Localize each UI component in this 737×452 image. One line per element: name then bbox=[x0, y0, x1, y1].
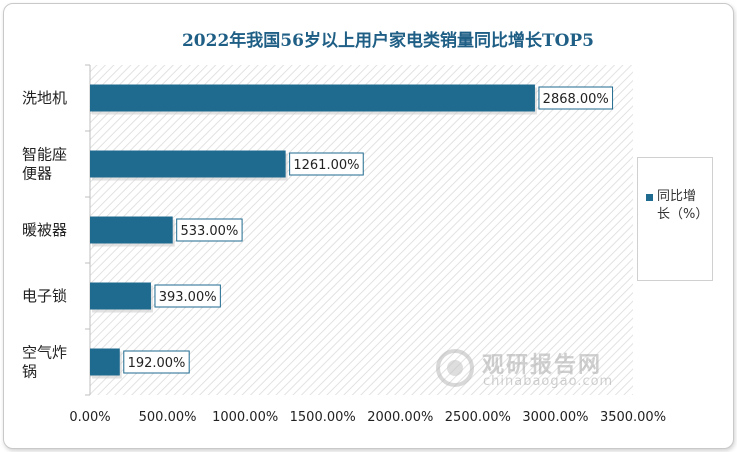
x-tick-label: 3500.00% bbox=[600, 410, 666, 425]
category-label: 智能座 bbox=[22, 146, 67, 164]
x-tick-label: 1000.00% bbox=[212, 410, 278, 425]
data-label: 533.00% bbox=[180, 224, 238, 239]
x-tick-label: 2000.00% bbox=[367, 410, 433, 425]
data-label-box bbox=[123, 350, 190, 374]
data-label-box bbox=[538, 86, 614, 110]
x-tick-label: 3000.00% bbox=[522, 410, 588, 425]
x-tick-label: 2500.00% bbox=[445, 410, 511, 425]
data-label-box bbox=[289, 152, 364, 176]
category-label: 暖被器 bbox=[22, 221, 67, 239]
x-tick-label: 500.00% bbox=[139, 410, 197, 425]
bars bbox=[90, 84, 537, 379]
chart-title: 2022年我国56岁以上用户家电类销量同比增长TOP5 bbox=[182, 30, 594, 51]
data-label-box bbox=[154, 284, 221, 308]
category-label: 空气炸 bbox=[22, 344, 67, 362]
watermark-url: chinabaogao.com bbox=[483, 374, 614, 389]
watermark-title: 观研报告网 bbox=[482, 353, 603, 378]
watermark-logo-icon bbox=[436, 349, 474, 387]
legend-label: 同比增长（%） bbox=[657, 189, 709, 222]
legend: 同比增长（%） bbox=[637, 157, 713, 281]
bar bbox=[90, 150, 286, 178]
data-label: 1261.00% bbox=[293, 158, 359, 173]
data-label-box bbox=[176, 218, 243, 242]
bar bbox=[90, 84, 535, 112]
bar bbox=[90, 282, 151, 310]
category-label: 电子锁 bbox=[22, 287, 67, 305]
bar bbox=[90, 216, 173, 244]
legend-swatch bbox=[646, 194, 653, 201]
axes bbox=[85, 64, 91, 396]
bar bbox=[90, 348, 120, 376]
x-tick-labels: 0.00% 500.00% 1000.00% 1500.00% 2000.00% 2500… bbox=[69, 410, 666, 425]
x-tick-label: 0.00% bbox=[69, 410, 110, 425]
category-label: 洗地机 bbox=[22, 89, 67, 107]
data-label: 393.00% bbox=[159, 290, 217, 305]
category-label: 锅 bbox=[22, 363, 37, 381]
data-label: 2868.00% bbox=[543, 92, 609, 107]
data-labels: 2868.00% 1261.00% 533.00% 393.00% 192.00% bbox=[123, 86, 614, 374]
watermark: 观研报告网 chinabaogao.com bbox=[436, 345, 646, 395]
data-label: 192.00% bbox=[128, 356, 186, 371]
category-label: 便器 bbox=[22, 165, 52, 183]
x-tick-label: 1500.00% bbox=[290, 410, 356, 425]
